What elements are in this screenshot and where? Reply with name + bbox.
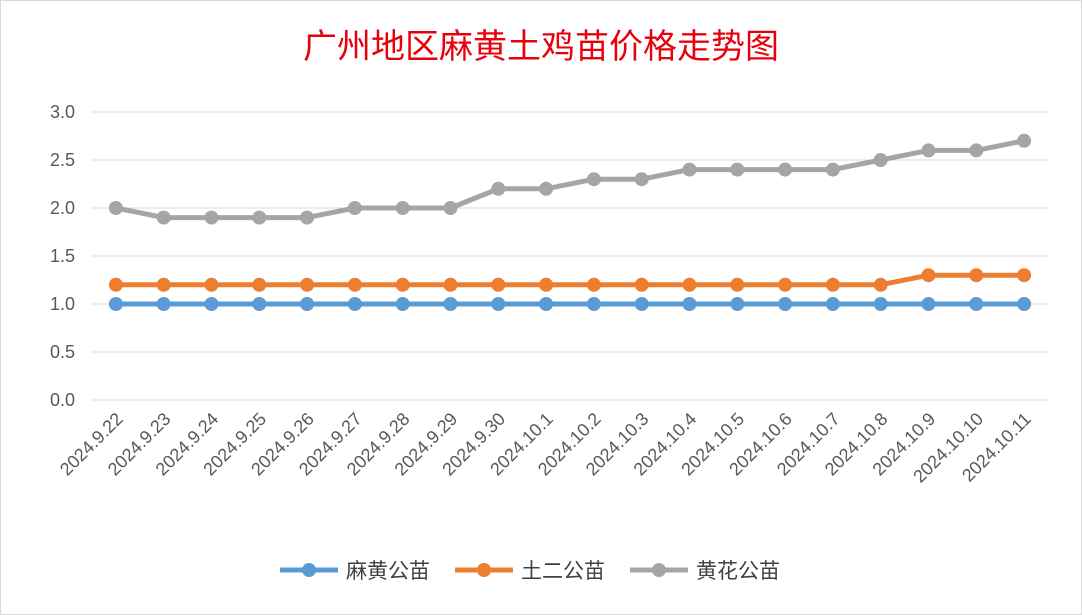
data-point [108, 201, 123, 215]
data-point [682, 162, 697, 177]
data-point [1017, 297, 1032, 311]
y-tick-label: 3.0 [50, 102, 75, 122]
series-3 [108, 133, 1032, 225]
data-point [347, 297, 362, 311]
data-point [1017, 268, 1032, 283]
data-point [204, 297, 219, 311]
y-tick-label: 0.5 [50, 342, 75, 362]
legend-label: 麻黄公苗 [346, 559, 430, 583]
data-point [491, 277, 506, 292]
data-point [156, 297, 171, 311]
data-point [730, 162, 745, 177]
data-point [491, 181, 506, 196]
y-tick-label: 1.5 [50, 246, 75, 266]
data-point [921, 297, 936, 311]
legend-swatch-marker [652, 563, 666, 577]
data-point [586, 297, 601, 311]
data-point [300, 210, 315, 225]
data-point [491, 297, 506, 311]
data-point [778, 162, 793, 177]
data-point [108, 277, 123, 292]
data-point [873, 153, 888, 167]
data-point [586, 277, 601, 292]
data-point [586, 172, 601, 187]
y-axis-ticks: 0.0 0.5 1.0 1.5 2.0 2.5 3.0 [50, 102, 75, 410]
data-point [873, 297, 888, 311]
data-point [682, 297, 697, 311]
data-point [443, 297, 458, 311]
data-point [300, 277, 315, 292]
data-point [634, 277, 649, 292]
data-point [825, 162, 840, 177]
data-point [108, 297, 123, 311]
data-point [252, 210, 267, 225]
data-point [921, 268, 936, 283]
series-line [113, 138, 1027, 221]
data-point [730, 277, 745, 292]
chart-title: 广州地区麻黄土鸡苗价格走势图 [303, 27, 779, 67]
data-point [969, 268, 984, 283]
data-point [539, 297, 554, 311]
series-lines [108, 133, 1032, 311]
data-point [443, 201, 458, 215]
data-point [634, 297, 649, 311]
data-point [252, 277, 267, 292]
series-1 [108, 297, 1032, 311]
legend-item: 土二公苗 [455, 559, 605, 583]
legend-label: 黄花公苗 [696, 559, 780, 583]
data-point [204, 277, 219, 292]
x-axis-ticks: 2024.9.222024.9.232024.9.242024.9.252024… [56, 409, 1035, 487]
data-point [634, 172, 649, 187]
legend-swatch-marker [302, 563, 316, 577]
data-point [204, 210, 219, 225]
data-point [300, 297, 315, 311]
data-point [395, 297, 410, 311]
data-point [347, 277, 362, 292]
data-point [778, 277, 793, 292]
data-point [1017, 133, 1032, 148]
data-point [969, 143, 984, 158]
data-point [156, 210, 171, 225]
data-point [347, 201, 362, 215]
data-point [969, 297, 984, 311]
legend-item: 黄花公苗 [630, 559, 780, 583]
legend-item: 麻黄公苗 [280, 559, 430, 583]
data-point [539, 181, 554, 196]
data-point [682, 277, 697, 292]
data-point [252, 297, 267, 311]
data-point [443, 277, 458, 292]
series-line [113, 272, 1027, 288]
data-point [156, 277, 171, 292]
legend-swatch-marker [477, 563, 491, 577]
y-tick-label: 1.0 [50, 294, 75, 314]
data-point [873, 277, 888, 292]
y-tick-label: 2.0 [50, 198, 75, 218]
data-point [395, 201, 410, 215]
y-tick-label: 0.0 [50, 390, 75, 410]
series-2 [108, 268, 1032, 292]
legend-label: 土二公苗 [521, 559, 605, 583]
data-point [395, 277, 410, 292]
data-point [778, 297, 793, 311]
data-point [825, 277, 840, 292]
legend: 麻黄公苗 土二公苗 黄花公苗 [280, 559, 780, 583]
data-point [539, 277, 554, 292]
y-tick-label: 2.5 [50, 150, 75, 170]
data-point [730, 297, 745, 311]
data-point [825, 297, 840, 311]
data-point [921, 143, 936, 158]
